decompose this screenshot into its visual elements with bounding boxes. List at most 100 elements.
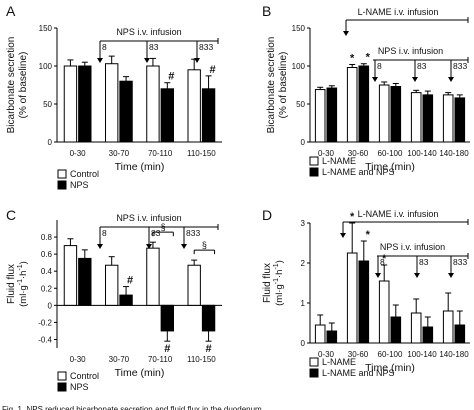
panel-b-bar-l-name-and-nps-3	[422, 94, 434, 143]
panel-c-legend-swatch-0	[57, 371, 67, 381]
panel-c-x-tick-label: 70-110	[148, 355, 173, 364]
panel-c-y-tick-label: -0.4	[38, 335, 52, 344]
panel-a-x-tick-label: 70-110	[148, 149, 173, 158]
panel-d-infusion-label: NPS i.v. infusion	[380, 242, 445, 252]
panel-d-top-infusion-label: L-NAME i.v. infusion	[358, 209, 439, 219]
panel-b-bar-l-name-and-nps-0	[326, 87, 338, 143]
panel-d-y-tick-label: 3	[301, 219, 306, 228]
panel-b-dose-label: 833	[453, 61, 467, 71]
panel-b-y-tick-label: 0	[301, 138, 306, 147]
panel-b-bar-l-name-1	[346, 67, 358, 143]
panel-d-dose-arrow-head	[375, 273, 381, 278]
panel-a-bar-control-3	[187, 69, 201, 143]
panel-d-x-tick-label: 30-60	[348, 350, 369, 359]
panel-b-xlabel: Time (min)	[365, 161, 415, 173]
panel-a-bar-nps-1	[119, 80, 133, 143]
figure-caption: Fig. 1. NPS reduced bicarbonate secretio…	[2, 405, 264, 410]
panel-c-y-tick-label: 0.8	[41, 233, 53, 242]
panel-d-x-tick-label: 60-100	[378, 350, 403, 359]
panel-d-x-tick-label: 0-30	[318, 350, 335, 359]
panel-c-x-tick-label: 110-150	[187, 355, 216, 364]
panel-a-x-tick-label: 0-30	[70, 149, 87, 158]
panel-c-bar-nps-1	[119, 294, 133, 306]
panel-c-y-tick-label: 0.4	[41, 267, 53, 276]
panel-c-dose-label: 833	[186, 228, 200, 238]
panel-c-sig-mark: §	[202, 240, 207, 250]
panel-c-y-tick-label: 0.2	[41, 284, 53, 293]
panel-c-legend-label-0: Control	[70, 371, 99, 381]
panel-b-dose-arrow-head	[372, 77, 378, 82]
panel-d-sig-mark: *	[350, 211, 355, 223]
panel-c-ylabel: Fluid flux	[6, 264, 17, 304]
panel-d-bar-l-name-4	[442, 310, 454, 344]
panel-c-y-tick-label: 0.6	[41, 250, 53, 259]
panel-d-legend-label-1: L-NAME and NPS	[322, 368, 395, 378]
panel-c-x-tick-label: 30-70	[109, 355, 130, 364]
panel-c-letter: C	[6, 207, 16, 223]
panel-a-sig-mark: #	[210, 64, 216, 76]
panel-c-bar-control-3	[187, 264, 201, 306]
panel-a-x-tick-label: 30-70	[109, 149, 130, 158]
panel-b-bar-l-name-3	[410, 92, 422, 143]
panel-d-bar-l-name-and-nps-0	[326, 330, 338, 344]
panel-d-sig-mark: *	[366, 229, 371, 241]
panel-d-sig-mark: *	[382, 253, 387, 265]
panel-d-bar-l-name-3	[410, 312, 422, 344]
panel-b-y-tick-label: 150	[292, 24, 306, 33]
panel-d-top-infusion-arrow-head	[340, 233, 346, 238]
panel-d-y-tick-label: 1	[301, 299, 306, 308]
panel-b-bar-l-name-and-nps-1	[358, 65, 370, 143]
panel-d-bar-l-name-1	[346, 252, 358, 344]
panel-a-y-tick-label: 100	[39, 62, 53, 71]
panel-a-dose-label: 8	[102, 42, 107, 52]
panel-c-x-tick-label: 0-30	[70, 355, 87, 364]
panel-c-y-tick-label: 0	[48, 301, 53, 310]
panel-c-dose-label: 83	[151, 228, 161, 238]
panel-b-x-tick-label: 30-60	[348, 149, 369, 158]
panel-a-bar-nps-3	[201, 88, 216, 143]
panel-a-legend-swatch-1	[57, 180, 67, 190]
panel-a-legend-swatch-0	[57, 169, 67, 179]
panel-c-xlabel: Time (min)	[115, 367, 165, 379]
panel-d-ylabel-unit: (ml·g-1·h-1)	[273, 260, 285, 306]
panel-b-bar-l-name-4	[442, 94, 454, 143]
panel-a-bar-control-1	[105, 63, 119, 143]
panel-b-dose-arrow-head	[448, 77, 454, 82]
panel-b-legend-swatch-0	[309, 156, 319, 166]
panel-a-ylabel: Bicarbonate secretion	[6, 37, 17, 134]
panel-d-dose-label: 8	[380, 257, 385, 267]
panel-b-bar-l-name-and-nps-2	[390, 86, 402, 143]
panel-b-x-tick-label: 60-100	[378, 149, 403, 158]
panel-a-x-tick-label: 110-150	[187, 149, 216, 158]
panel-d-bar-l-name-and-nps-4	[454, 324, 466, 344]
panel-b-sig-mark: *	[350, 52, 355, 64]
panel-b-bar-l-name-2	[378, 84, 390, 143]
panel-b-dose-label: 83	[417, 61, 427, 71]
panel-d-bar-l-name-and-nps-1	[358, 260, 370, 344]
panel-d-bar-l-name-and-nps-3	[422, 326, 434, 344]
panel-a-dose-arrow-head	[194, 58, 200, 63]
panel-d-ylabel: Fluid flux	[262, 263, 273, 303]
panel-b-top-infusion-label: L-NAME i.v. infusion	[358, 7, 439, 17]
panel-d-dose-arrow-head	[414, 273, 420, 278]
panel-d-bar-l-name-and-nps-2	[390, 316, 402, 344]
panel-a-bar-control-0	[63, 65, 78, 143]
panel-a-y-tick-label: 50	[43, 100, 52, 109]
panel-a-bar-nps-2	[160, 88, 174, 143]
panel-c-y-tick-label: -0.2	[38, 318, 52, 327]
panel-b-dose-arrow-head	[412, 77, 418, 82]
panel-c-bar-nps-0	[78, 257, 92, 306]
panel-a-legend-label-1: NPS	[70, 180, 89, 190]
panel-c-bar-control-2	[146, 247, 160, 306]
panel-a-xlabel: Time (min)	[115, 161, 165, 173]
panel-b-x-tick-label: 140-180	[439, 149, 469, 158]
panel-b-bar-l-name-0	[314, 89, 326, 143]
panel-c-sig-mark: #	[127, 275, 133, 287]
panel-b-ylabel: Bicarbonate secretion	[266, 37, 277, 134]
panel-b-ylabel-unit: (% of baseline)	[278, 52, 289, 119]
panel-b-x-tick-label: 0-30	[318, 149, 335, 158]
panel-d-dose-label: 83	[419, 257, 429, 267]
panel-b-legend-label-0: L-NAME	[322, 156, 356, 166]
panel-a-legend-label-0: Control	[70, 169, 99, 179]
panel-b-bar-l-name-and-nps-4	[454, 97, 466, 143]
